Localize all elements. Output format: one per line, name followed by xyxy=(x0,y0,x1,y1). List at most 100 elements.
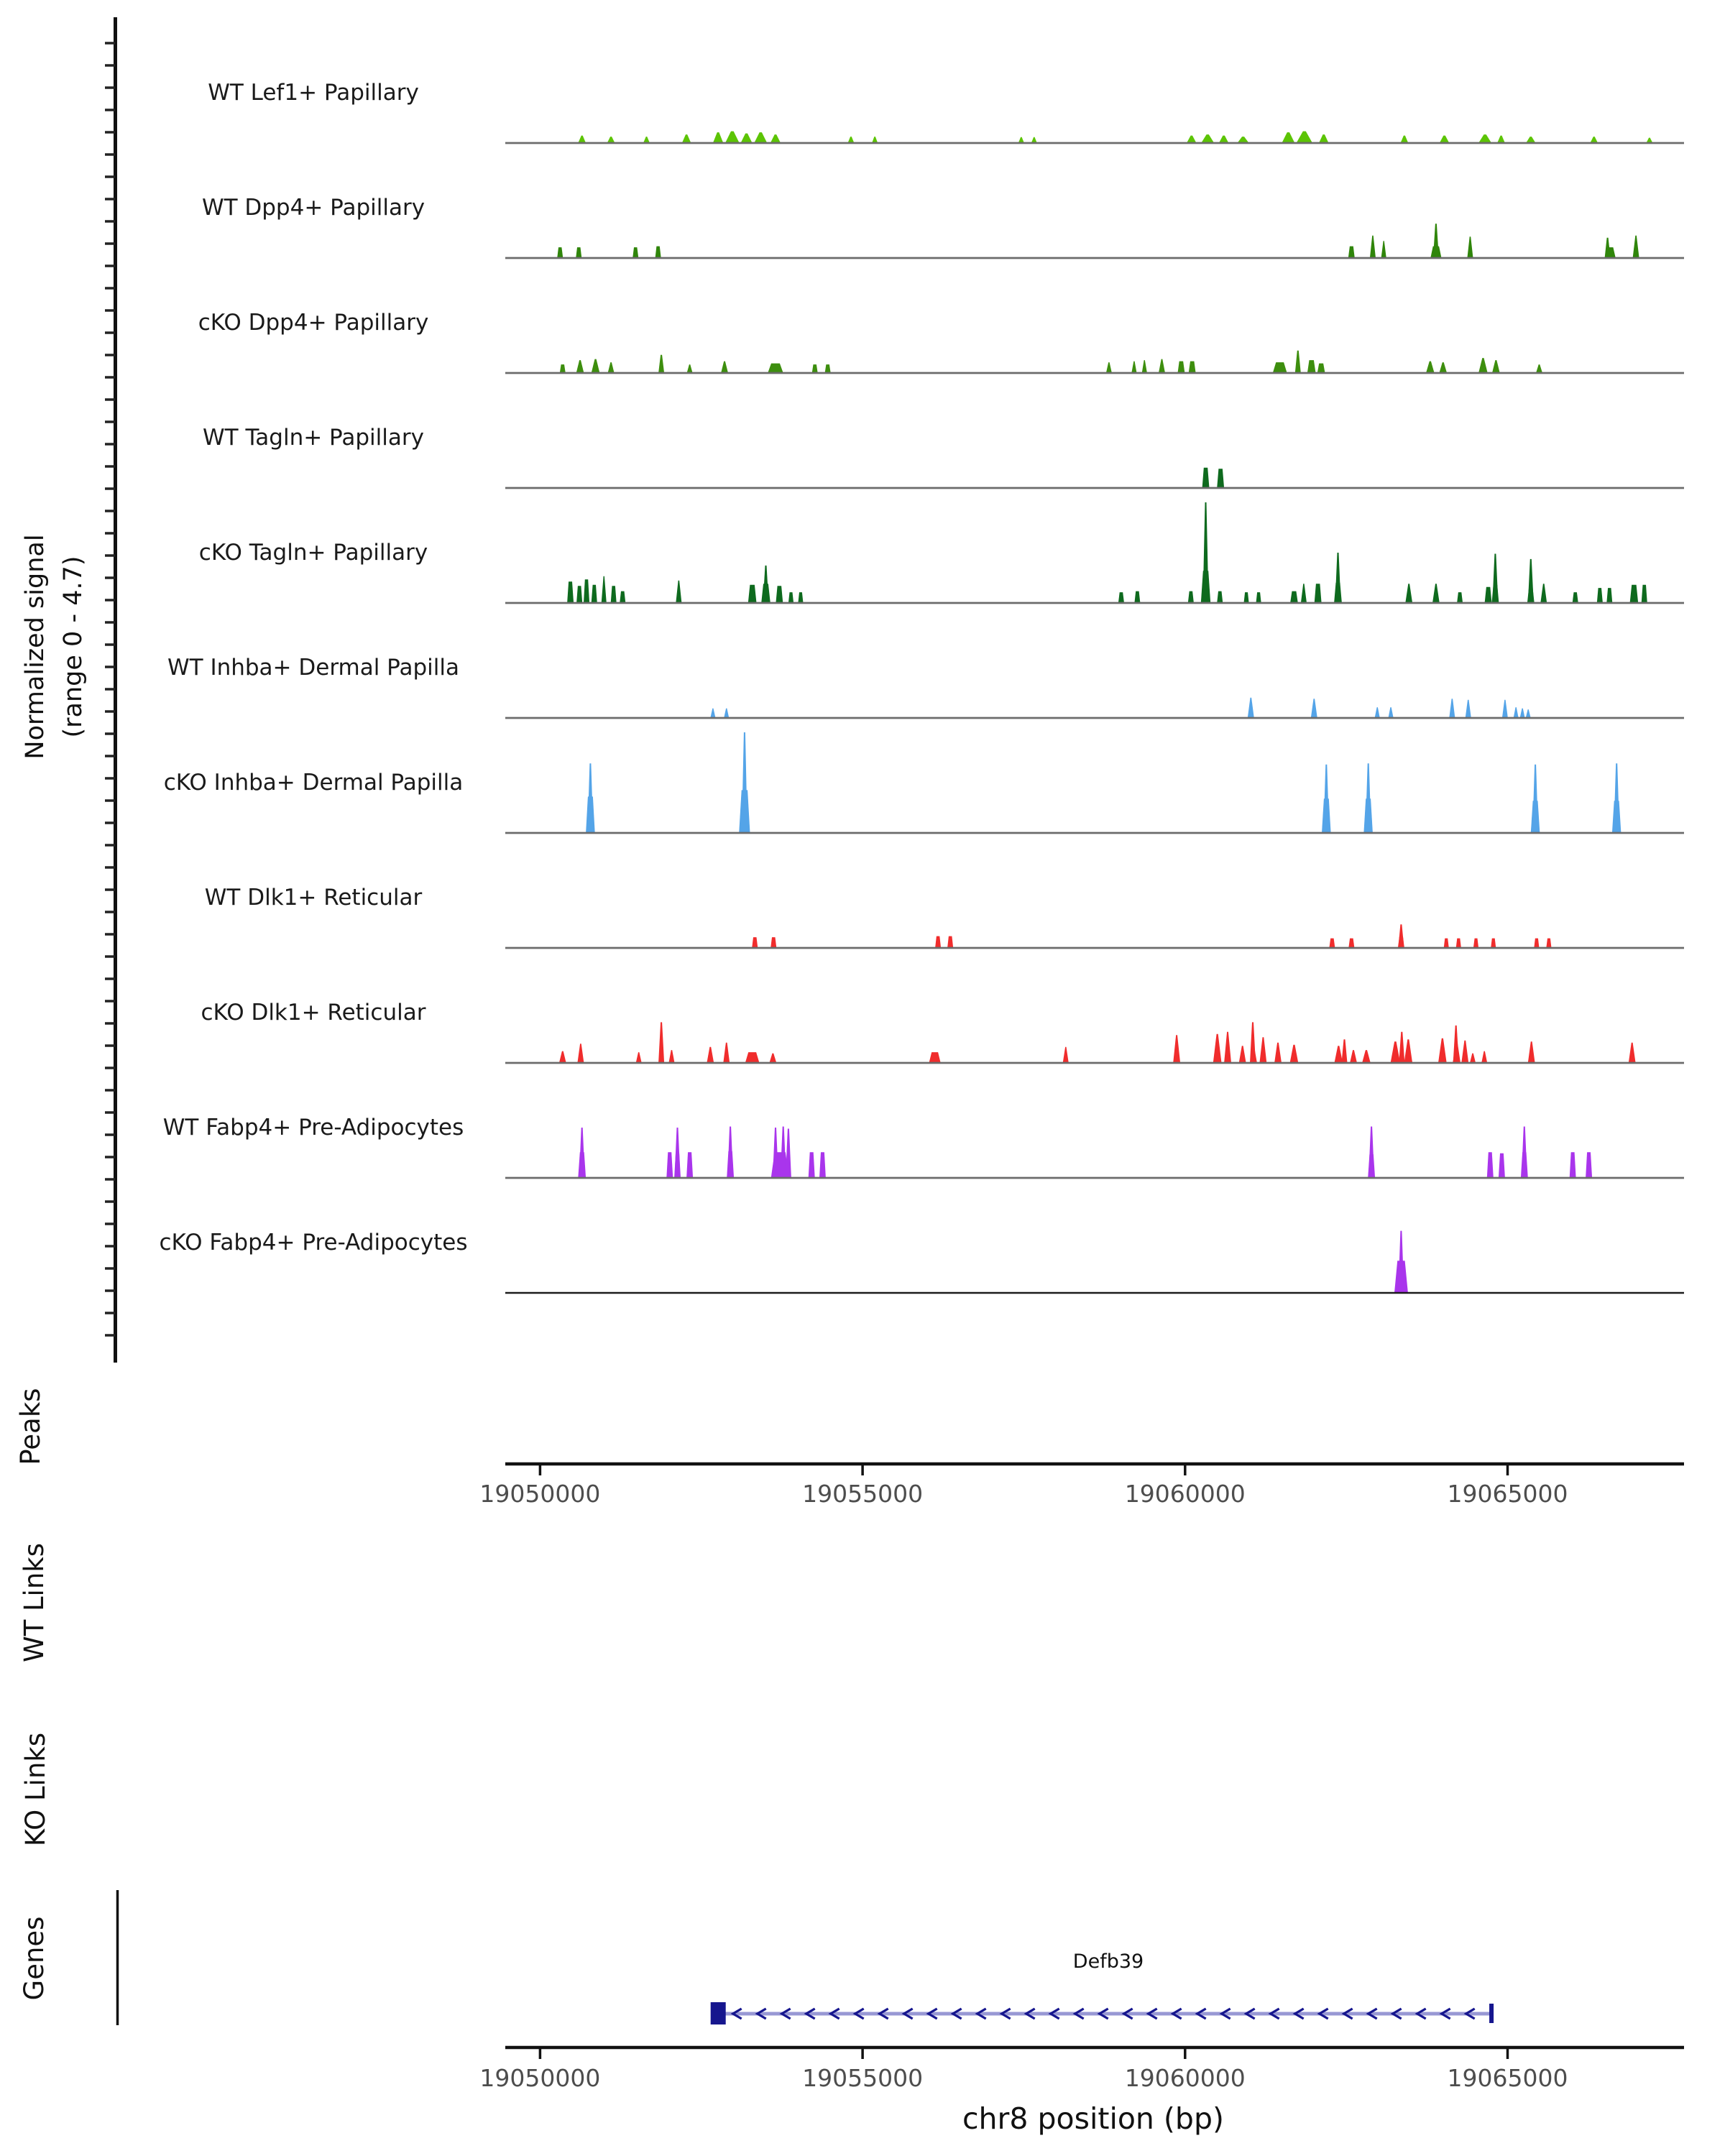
signal-peak xyxy=(635,1052,642,1063)
y-axis-label-line2: (range 0 - 4.7) xyxy=(59,556,88,737)
signal-peak xyxy=(710,708,716,718)
gene-end-cap xyxy=(1489,2004,1494,2023)
signal-peak xyxy=(1461,1040,1469,1063)
signal-peak xyxy=(1646,137,1653,143)
signal-peak xyxy=(666,1152,673,1178)
signal-peak xyxy=(1465,699,1471,718)
strand-arrow-icon xyxy=(1219,2007,1231,2020)
signal-peak xyxy=(1484,586,1492,603)
axis-tick-label: 19050000 xyxy=(479,1480,600,1508)
signal-peak xyxy=(655,246,661,258)
track-label: WT Lef1+ Papillary xyxy=(208,80,419,106)
signal-peak xyxy=(1439,362,1448,373)
x-axis-title: chr8 position (bp) xyxy=(962,2101,1224,2136)
strand-arrow-icon xyxy=(1366,2007,1378,2020)
signal-peak xyxy=(632,247,639,258)
signal-peak xyxy=(707,1046,714,1063)
peaks-section-axis: 19050000 19055000 19060000 19065000 xyxy=(479,1462,1684,1508)
signal-peak xyxy=(935,936,942,948)
track-cko-tagln-papillary: cKO Tagln+ Papillary xyxy=(199,502,1684,604)
signal-peak xyxy=(1243,592,1249,603)
signal-peak xyxy=(1596,588,1603,603)
signal-peak xyxy=(721,361,728,373)
strand-arrow-icon xyxy=(1146,2007,1158,2020)
signal-peak xyxy=(773,1128,778,1178)
signal-peak xyxy=(558,1051,566,1063)
signal-peak xyxy=(1177,361,1185,373)
track-label: cKO Tagln+ Papillary xyxy=(199,540,428,566)
signal-peak xyxy=(1018,137,1024,143)
signal-peak xyxy=(1300,584,1307,603)
track-label: cKO Dlk1+ Reticular xyxy=(201,1000,426,1026)
axis-tick-label: 19065000 xyxy=(1448,1480,1568,1508)
signal-peak xyxy=(1329,938,1335,948)
signal-peak xyxy=(1536,364,1542,373)
signal-peak xyxy=(674,1128,681,1178)
signal-peak xyxy=(1453,1041,1460,1063)
signal-peak xyxy=(1486,1152,1494,1178)
track-wt-inhba-dermal-papilla: WT Inhba+ Dermal Papilla xyxy=(167,655,1684,719)
signal-peak xyxy=(1629,584,1639,603)
signal-peak xyxy=(1374,707,1380,718)
signal-peak xyxy=(1314,584,1322,603)
signal-peak xyxy=(1586,1152,1593,1178)
signal-peak xyxy=(1237,137,1249,143)
signal-peak xyxy=(1118,592,1124,603)
signal-peak xyxy=(1247,697,1254,718)
track-wt-lef1-papillary: WT Lef1+ Papillary xyxy=(208,80,1684,144)
signal-peak xyxy=(1614,763,1620,833)
signal-peak xyxy=(1202,467,1210,488)
strand-arrow-icon xyxy=(1463,2007,1476,2020)
strand-arrow-icon xyxy=(1024,2007,1036,2020)
track-wt-dpp4-papillary: WT Dpp4+ Papillary xyxy=(202,195,1684,259)
track-wt-dlk1-reticular: WT Dlk1+ Reticular xyxy=(205,885,1684,949)
signal-peak xyxy=(1632,235,1639,258)
signal-peak xyxy=(1031,137,1037,143)
signal-peak xyxy=(686,1152,694,1178)
signal-peak xyxy=(824,364,831,373)
signal-peak xyxy=(1250,1046,1257,1063)
signal-peak xyxy=(1432,584,1440,603)
signal-peak xyxy=(1105,362,1112,373)
signal-peak xyxy=(1159,359,1165,373)
signal-peak xyxy=(668,1050,675,1063)
signal-peak xyxy=(929,1052,941,1063)
strand-arrow-icon xyxy=(1414,2007,1427,2020)
signal-peak xyxy=(725,131,740,143)
signal-peak xyxy=(576,586,583,603)
signal-peak xyxy=(1187,591,1194,603)
signal-peak xyxy=(601,576,607,603)
signal-peak xyxy=(1400,135,1409,143)
signal-peak xyxy=(1294,350,1301,373)
strand-arrow-icon xyxy=(1317,2007,1329,2020)
signal-peak xyxy=(1213,1033,1222,1063)
signal-peak xyxy=(620,591,626,603)
signal-peak xyxy=(576,360,584,373)
signal-peak xyxy=(610,586,617,603)
signal-peak xyxy=(727,1126,734,1178)
signal-peak xyxy=(1604,237,1611,258)
strand-arrow-icon xyxy=(1292,2007,1305,2020)
signal-peak xyxy=(1289,1044,1299,1063)
signal-peak xyxy=(1218,135,1229,143)
strand-arrow-icon xyxy=(828,2007,840,2020)
strand-arrow-icon xyxy=(1097,2007,1109,2020)
strand-arrow-icon xyxy=(1390,2007,1402,2020)
signal-peak xyxy=(681,134,691,143)
track-cko-dpp4-papillary: cKO Dpp4+ Papillary xyxy=(198,310,1684,374)
axis-tick-label: 19065000 xyxy=(1448,2064,1568,2092)
signal-tracks: WT Lef1+ Papillary WT Dpp4+ Papillary cKO … xyxy=(160,80,1684,1294)
signal-peak xyxy=(557,247,564,258)
signal-peak xyxy=(785,1128,791,1178)
signal-peak xyxy=(1405,584,1413,603)
signal-peak xyxy=(1201,134,1215,143)
axis-tick-label: 19055000 xyxy=(802,1480,923,1508)
signal-peak xyxy=(1256,592,1261,603)
signal-peak xyxy=(1491,938,1496,948)
signal-peak xyxy=(1217,591,1223,603)
signal-peak xyxy=(1310,699,1317,718)
signal-peak xyxy=(1274,1042,1282,1063)
signal-peak xyxy=(1134,591,1141,603)
signal-peak xyxy=(1457,592,1463,603)
strand-arrow-icon xyxy=(1195,2007,1207,2020)
